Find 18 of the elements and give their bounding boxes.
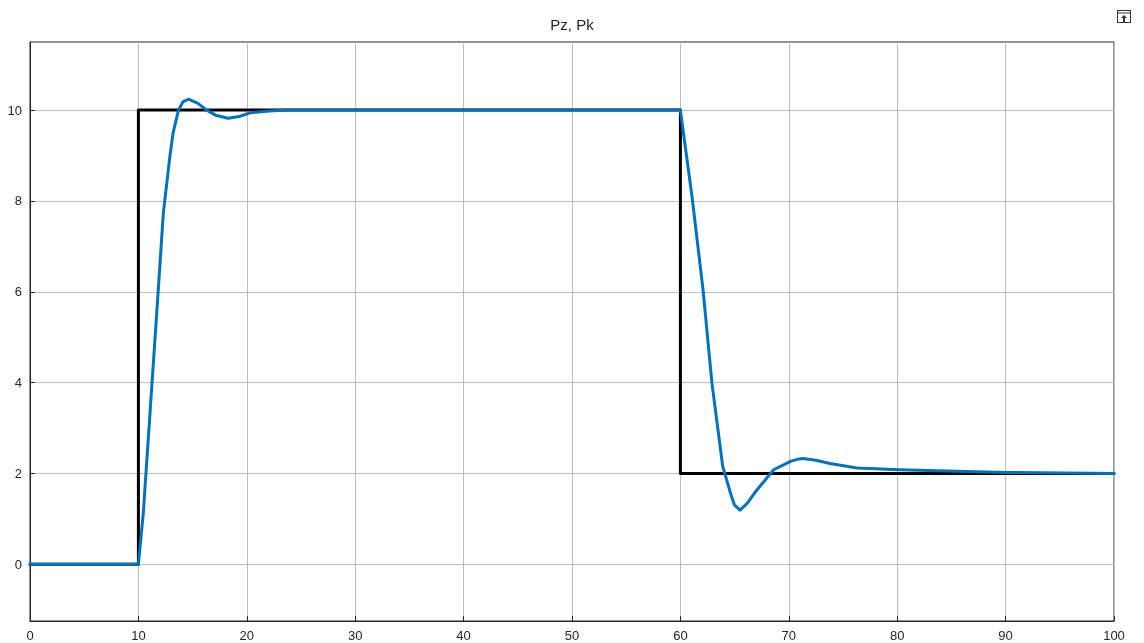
x-tick-label: 90 [998,628,1013,643]
x-tick-label: 50 [564,628,580,643]
x-tick-label: 80 [889,628,905,643]
y-tick-label: 2 [14,465,22,481]
y-tick-label: 10 [7,102,22,118]
x-tick-label: 100 [1103,628,1125,643]
x-tick-label: 60 [673,628,688,643]
y-tick-label: 6 [14,284,22,300]
x-tick-label: 70 [781,628,797,643]
x-tick-label: 30 [347,628,363,643]
y-tick-label: 0 [14,556,22,572]
x-tick-label: 40 [456,628,471,643]
y-tick-label: 8 [14,193,22,209]
y-tick-label: 4 [14,375,22,391]
chart-title: Pz, Pk [550,16,595,33]
x-tick-label: 0 [26,628,34,643]
x-tick-label: 10 [131,628,146,643]
x-tick-label: 20 [239,628,255,643]
